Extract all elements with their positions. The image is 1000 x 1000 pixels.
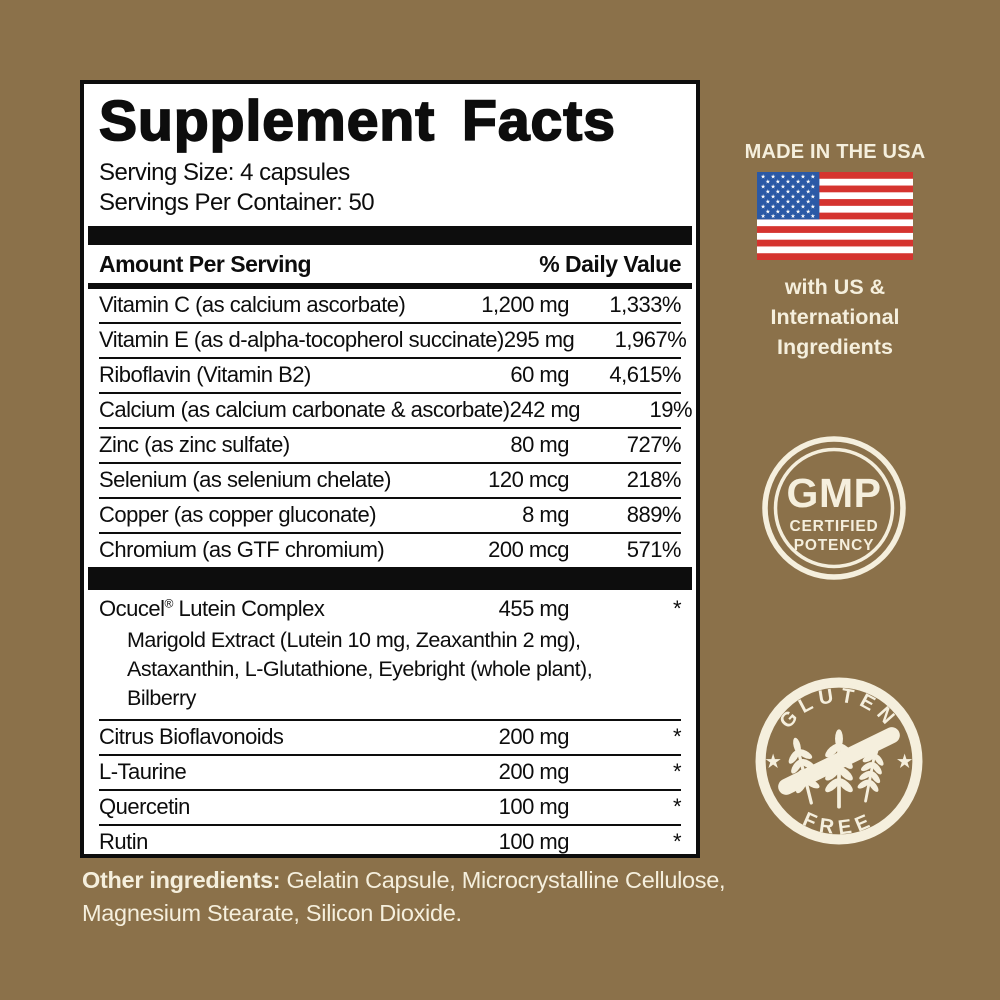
col-header-amount-per-serving: Amount Per Serving (99, 251, 312, 278)
ingredient-name: Copper (as copper gluconate) (99, 502, 377, 528)
origin-note-line: with US & (784, 275, 886, 299)
ingredient-name: Riboflavin (Vitamin B2) (99, 362, 311, 388)
table-row: Vitamin C (as calcium ascorbate) 1,200 m… (99, 289, 682, 322)
ingredient-name: Vitamin E (as d-alpha-tocopherol succina… (99, 327, 504, 353)
gluten-free-seal-icon: GLUTEN FREE ★ ★ (755, 677, 923, 845)
other-ingredients-label: Other ingredients: (82, 867, 281, 893)
divider-bar (88, 283, 692, 290)
ingredient-name: Quercetin (99, 794, 190, 820)
table-header: Amount Per Serving % Daily Value (99, 245, 681, 283)
table-row: Zinc (as zinc sulfate) 80 mg 727% (99, 427, 682, 462)
ingredient-name: Ocucel® Lutein Complex (99, 596, 325, 622)
ingredient-amount: 80 mg (510, 432, 569, 458)
ingredient-daily-value: * (672, 794, 682, 820)
panel-title: Supplement Facts (98, 89, 616, 153)
ingredient-name: Citrus Bioflavonoids (99, 724, 284, 750)
ingredient-daily-value: 571% (626, 537, 682, 563)
ingredient-name: Zinc (as zinc sulfate) (99, 432, 290, 458)
star-icon: ★ (897, 751, 913, 771)
ingredient-daily-value: 4,615% (609, 362, 681, 388)
table-row: Chromium (as GTF chromium) 200 mcg 571% (99, 532, 682, 567)
table-row: Rutin 100 mg * (99, 824, 682, 855)
other-ingredients-text: Gelatin Capsule, Microcrystalline Cellul… (82, 867, 726, 926)
ingredient-daily-value: * (672, 759, 682, 785)
ingredient-name: Selenium (as selenium chelate) (99, 467, 391, 493)
ingredient-name: Rutin (99, 829, 148, 855)
table-row: Vitamin E (as d-alpha-tocopherol succina… (99, 322, 687, 357)
svg-text:★★★★★: ★★★★★ (765, 208, 811, 215)
supplement-facts-panel: Supplement Facts Serving Size: 4 capsule… (80, 80, 700, 858)
ingredients-origin-note: with US & International Ingredients (725, 272, 945, 362)
ingredient-daily-value: 19% (649, 397, 693, 423)
ingredient-amount: 1,200 mg (481, 292, 569, 318)
divider-bar (88, 567, 692, 591)
table-row: Citrus Bioflavonoids 200 mg * (99, 719, 682, 754)
svg-text:★★★★★: ★★★★★ (765, 178, 811, 185)
gmp-seal-icon: GMP CERTIFIED POTENCY (762, 436, 906, 580)
ingredient-amount: 100 mg (498, 794, 570, 820)
ingredient-amount: 200 mcg (488, 537, 569, 563)
ingredient-amount: 8 mg (522, 502, 569, 528)
col-header-daily-value: % Daily Value (539, 251, 681, 278)
registered-trademark: ® (164, 596, 173, 611)
origin-note-line: International (770, 305, 900, 329)
ingredient-amount: 60 mg (510, 362, 569, 388)
gmp-potency: POTENCY (794, 537, 875, 554)
ingredient-daily-value: 889% (626, 502, 682, 528)
origin-note-line: Ingredients (777, 335, 893, 359)
ingredient-amount: 200 mg (498, 724, 570, 750)
ingredient-amount: 100 mg (498, 829, 570, 855)
made-in-usa-title: MADE IN THE USA (744, 141, 926, 163)
complex-ingredient-detail: Marigold Extract (Lutein 10 mg, Zeaxanth… (127, 628, 593, 711)
wheat-icon (778, 727, 900, 809)
other-ingredients: Other ingredients: Gelatin Capsule, Micr… (82, 864, 730, 930)
ingredient-name: Chromium (as GTF chromium) (99, 537, 385, 563)
ingredient-name: Calcium (as calcium carbonate & ascorbat… (99, 397, 510, 423)
ingredient-name: L-Taurine (99, 759, 187, 785)
ingredient-daily-value: * (672, 596, 682, 622)
table-row: L-Taurine 200 mg * (99, 754, 682, 789)
table-row: Selenium (as selenium chelate) 120 mcg 2… (99, 462, 682, 497)
ingredient-amount: 295 mg (503, 327, 575, 353)
ingredient-name: Vitamin C (as calcium ascorbate) (99, 292, 406, 318)
gmp-certified: CERTIFIED (789, 518, 878, 535)
ingredient-amount: 242 mg (509, 397, 581, 423)
table-row: Copper (as copper gluconate) 8 mg 889% (99, 497, 682, 532)
ingredient-daily-value: * (672, 829, 682, 855)
svg-text:★★★★★: ★★★★★ (765, 198, 811, 205)
ingredient-daily-value: 218% (626, 467, 682, 493)
star-icon: ★ (766, 751, 782, 771)
gmp-title: GMP (787, 470, 882, 516)
ingredient-amount: 200 mg (498, 759, 570, 785)
table-row-complex: Ocucel® Lutein Complex 455 mg * (99, 590, 682, 626)
ingredient-daily-value: 1,333% (609, 292, 681, 318)
ingredient-daily-value: 727% (626, 432, 682, 458)
table-row: Riboflavin (Vitamin B2) 60 mg 4,615% (99, 357, 682, 392)
table-row: Calcium (as calcium carbonate & ascorbat… (99, 392, 693, 427)
serving-size: Serving Size: 4 capsules (99, 159, 350, 187)
table-row: Quercetin 100 mg * (99, 789, 682, 824)
ingredient-daily-value: * (672, 724, 682, 750)
us-flag-icon: ★★★★★★ ★★★★★ ★★★★★★ ★★★★★ ★★★★★★ ★★★★★ ★… (757, 172, 913, 260)
servings-per-container: Servings Per Container: 50 (99, 189, 375, 217)
ingredient-amount: 455 mg (498, 596, 570, 622)
svg-text:★★★★★: ★★★★★ (765, 188, 811, 195)
ingredient-daily-value: 1,967% (614, 327, 687, 353)
ingredient-amount: 120 mcg (488, 467, 569, 493)
slash-band (778, 727, 900, 795)
divider-bar (88, 226, 692, 246)
